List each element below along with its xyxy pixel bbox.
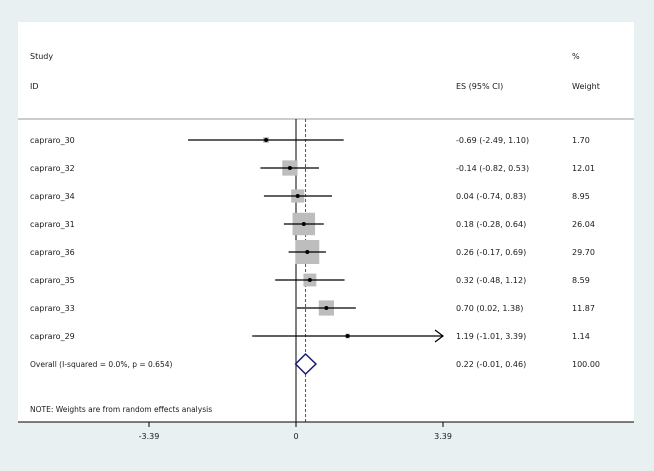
study-row: capraro_30 -0.69 (-2.49, 1.10) 1.70 (30, 136, 590, 145)
study-row: capraro_35 0.32 (-0.48, 1.12) 8.59 (30, 273, 590, 287)
weight-label: 1.70 (572, 136, 590, 145)
study-rows: capraro_30 -0.69 (-2.49, 1.10) 1.70capraro… (30, 119, 595, 422)
ci-arrow (434, 329, 444, 343)
study-row: capraro_29 1.19 (-1.01, 3.39) 1.14 (30, 329, 590, 343)
header-weight-percent: % (572, 52, 580, 61)
weight-label: 1.14 (572, 332, 590, 341)
weight-label: 8.95 (572, 192, 590, 201)
study-label: capraro_29 (30, 332, 75, 341)
point-estimate (264, 138, 269, 142)
study-label: capraro_34 (30, 192, 75, 201)
point-estimate (287, 166, 292, 170)
point-estimate (301, 222, 306, 226)
x-tick-label: -3.39 (139, 432, 160, 441)
effect-size-label: 0.32 (-0.48, 1.12) (456, 276, 526, 285)
overall-weight-label: 100.00 (572, 360, 600, 369)
x-tick-label: 3.39 (434, 432, 452, 441)
study-label: capraro_35 (30, 276, 75, 285)
weight-label: 11.87 (572, 304, 595, 313)
study-row: capraro_32 -0.14 (-0.82, 0.53) 12.01 (30, 160, 595, 176)
weight-label: 29.70 (572, 248, 595, 257)
plot-panel (18, 22, 634, 422)
point-estimate (324, 306, 329, 310)
point-estimate (307, 278, 312, 282)
study-row: capraro_34 0.04 (-0.74, 0.83) 8.95 (30, 189, 590, 203)
weight-label: 12.01 (572, 164, 595, 173)
study-row: capraro_33 0.70 (0.02, 1.38) 11.87 (30, 300, 595, 316)
effect-size-label: -0.14 (-0.82, 0.53) (456, 164, 529, 173)
header-study: Study (30, 52, 53, 61)
x-tick-label: 0 (293, 432, 298, 441)
study-row: capraro_31 0.18 (-0.28, 0.64) 26.04 (30, 212, 595, 236)
effect-size-label: -0.69 (-2.49, 1.10) (456, 136, 529, 145)
effect-size-label: 1.19 (-1.01, 3.39) (456, 332, 526, 341)
point-estimate (295, 194, 300, 198)
study-label: capraro_32 (30, 164, 75, 173)
study-label: capraro_31 (30, 220, 75, 229)
effect-size-label: 0.04 (-0.74, 0.83) (456, 192, 526, 201)
study-label: capraro_33 (30, 304, 75, 313)
study-row: capraro_36 0.26 (-0.17, 0.69) 29.70 (30, 240, 595, 264)
study-label: capraro_36 (30, 248, 75, 257)
overall-label: Overall (I-squared = 0.0%, p = 0.654) (30, 360, 173, 369)
effect-size-label: 0.70 (0.02, 1.38) (456, 304, 523, 313)
point-estimate (345, 334, 350, 338)
weight-label: 8.59 (572, 276, 590, 285)
x-axis-ticks: -3.39 0 3.39 (139, 422, 452, 441)
effect-size-label: 0.26 (-0.17, 0.69) (456, 248, 526, 257)
point-estimate (305, 250, 310, 254)
overall-effect-label: 0.22 (-0.01, 0.46) (456, 360, 526, 369)
header-weight: Weight (572, 82, 600, 91)
header-es: ES (95% CI) (456, 82, 503, 91)
effect-size-label: 0.18 (-0.28, 0.64) (456, 220, 526, 229)
weight-label: 26.04 (572, 220, 595, 229)
overall-row: Overall (I-squared = 0.0%, p = 0.654) 0.2… (30, 352, 600, 376)
overall-diamond (294, 352, 318, 376)
weights-note: NOTE: Weights are from random effects an… (30, 405, 212, 414)
header-id: ID (30, 82, 39, 91)
study-label: capraro_30 (30, 136, 75, 145)
